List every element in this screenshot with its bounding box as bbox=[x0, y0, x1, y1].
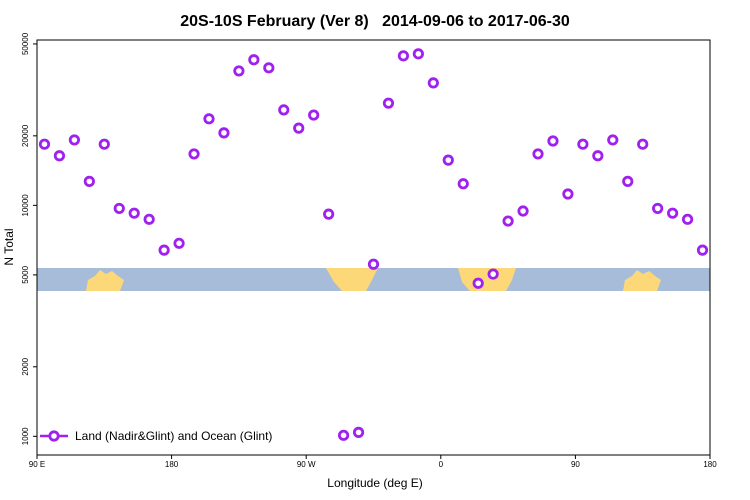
data-point bbox=[218, 127, 230, 139]
data-point bbox=[502, 215, 514, 227]
x-tick-label: 0 bbox=[439, 460, 444, 469]
y-tick-label: 5000 bbox=[21, 265, 30, 283]
legend-marker bbox=[48, 430, 60, 442]
data-point bbox=[592, 150, 604, 162]
x-tick-label: 90 bbox=[571, 460, 580, 469]
data-point bbox=[681, 213, 694, 225]
y-tick-label: 20000 bbox=[21, 124, 30, 147]
x-axis-label: Longitude (deg E) bbox=[327, 476, 422, 490]
data-point bbox=[188, 148, 200, 160]
x-tick-label: 90 E bbox=[29, 460, 45, 469]
data-point bbox=[98, 138, 110, 150]
data-point bbox=[532, 148, 544, 160]
y-tick-label: 50000 bbox=[21, 32, 30, 55]
data-point bbox=[263, 62, 275, 74]
data-point bbox=[457, 178, 469, 190]
map-band bbox=[37, 268, 710, 291]
data-point bbox=[173, 237, 185, 249]
data-point bbox=[278, 104, 290, 116]
x-tick-label: 180 bbox=[703, 460, 717, 469]
data-point bbox=[577, 138, 589, 150]
data-point bbox=[233, 65, 245, 77]
data-point bbox=[337, 429, 350, 441]
y-tick-label: 2000 bbox=[21, 357, 30, 375]
data-point bbox=[637, 138, 649, 150]
data-point bbox=[412, 48, 424, 60]
data-point bbox=[652, 202, 664, 215]
data-point bbox=[562, 188, 574, 200]
data-point bbox=[622, 175, 634, 187]
data-point bbox=[367, 258, 380, 270]
data-point bbox=[607, 134, 619, 146]
data-point bbox=[143, 213, 155, 225]
data-point bbox=[427, 77, 439, 89]
data-point bbox=[248, 54, 260, 66]
x-tick-label: 90 W bbox=[297, 460, 316, 469]
data-point bbox=[83, 175, 95, 187]
data-point bbox=[442, 154, 454, 166]
plot-frame bbox=[36, 39, 711, 456]
data-point bbox=[128, 207, 140, 219]
y-tick-label: 10000 bbox=[21, 194, 30, 217]
y-axis-label: N Total bbox=[2, 228, 16, 265]
data-point bbox=[158, 244, 170, 256]
data-point bbox=[113, 202, 125, 215]
data-point bbox=[308, 109, 320, 121]
data-point bbox=[547, 135, 559, 147]
data-point bbox=[472, 277, 484, 289]
data-point bbox=[517, 205, 529, 217]
data-point bbox=[53, 150, 66, 162]
chart-title: 20S-10S February (Ver 8) 2014-09-06 to 2… bbox=[180, 13, 570, 30]
data-point bbox=[203, 113, 215, 125]
x-tick-label: 180 bbox=[165, 460, 179, 469]
data-point bbox=[38, 138, 51, 150]
data-point bbox=[696, 244, 709, 256]
y-tick-label: 1000 bbox=[21, 427, 30, 445]
data-point bbox=[382, 97, 395, 109]
data-point bbox=[667, 207, 679, 219]
data-point bbox=[352, 426, 365, 438]
data-point bbox=[293, 122, 305, 134]
data-point bbox=[68, 134, 80, 146]
data-point bbox=[487, 268, 499, 280]
data-point bbox=[397, 50, 410, 62]
data-point bbox=[323, 208, 335, 220]
legend-label: Land (Nadir&Glint) and Ocean (Glint) bbox=[75, 429, 272, 443]
